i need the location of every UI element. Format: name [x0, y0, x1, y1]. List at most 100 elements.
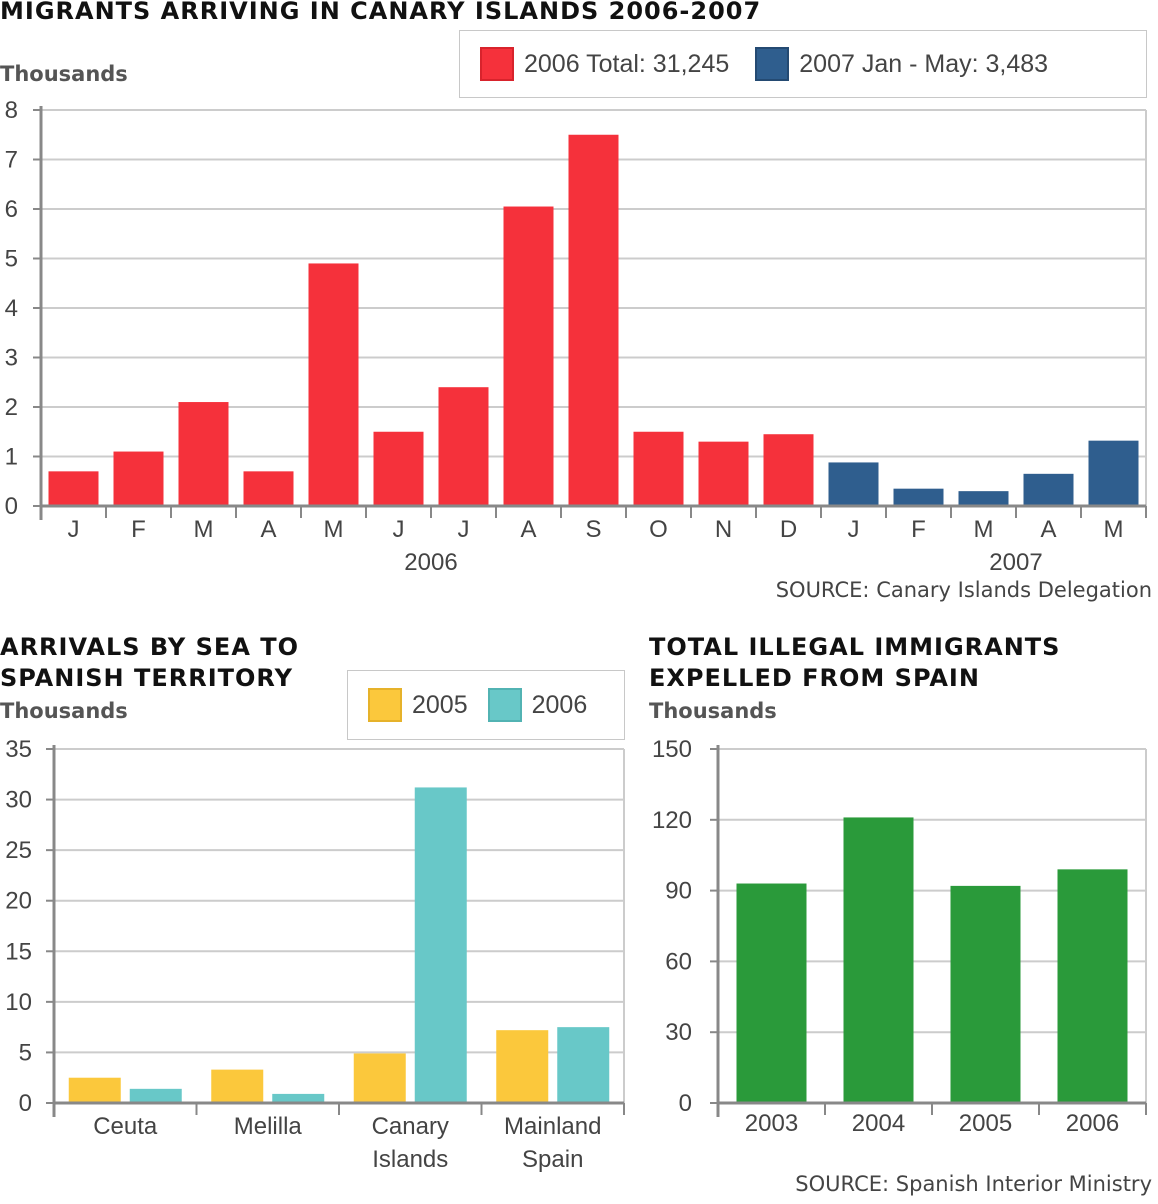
- x-tick-label: N: [715, 516, 732, 543]
- y-tick-label: 1: [5, 444, 18, 471]
- bar: [178, 402, 229, 506]
- bar: [211, 1069, 264, 1103]
- x-tick-label: 2004: [852, 1110, 905, 1137]
- x-tick-label: A: [1040, 516, 1056, 543]
- x-tick-label: F: [911, 516, 926, 543]
- x-tick-label: Melilla: [234, 1113, 303, 1140]
- y-tick-label: 15: [5, 938, 32, 965]
- x-tick-label: F: [131, 516, 146, 543]
- bar: [48, 471, 99, 506]
- x-tick-label: J: [848, 516, 860, 543]
- bar: [353, 1053, 406, 1103]
- source-label: SOURCE:: [775, 578, 870, 602]
- bar: [1023, 473, 1074, 506]
- legend-swatch-2006b: [487, 688, 522, 722]
- x-tick-label: A: [260, 516, 276, 543]
- chart2-title: ARRIVALS BY SEA TO SPANISH TERRITORY: [0, 632, 299, 694]
- chart1-units-label: Thousands: [0, 62, 128, 86]
- chart3-units-label: Thousands: [649, 699, 777, 723]
- bar: [129, 1088, 182, 1103]
- y-tick-label: 5: [19, 1039, 32, 1066]
- legend-item-2006b: 2006: [487, 688, 588, 722]
- x-tick-label: Canary: [372, 1113, 449, 1140]
- chart1-plot: 0 1 2 3 4 5 6 7 8 J F M A M J J A S O N D J F M A M 2006 2007: [5, 97, 1147, 576]
- y-tick-label: 7: [5, 147, 18, 174]
- bar: [736, 883, 807, 1103]
- chart3-title-line-1: TOTAL ILLEGAL IMMIGRANTS: [649, 633, 1061, 661]
- bar: [557, 1027, 610, 1103]
- x-tick-label: A: [520, 516, 536, 543]
- bar: [568, 134, 619, 506]
- bar: [893, 488, 944, 506]
- source-label: SOURCE:: [795, 1172, 890, 1196]
- bar: [950, 885, 1021, 1103]
- chart1-legend: 2006 Total: 31,245 2007 Jan - May: 3,483: [459, 30, 1147, 98]
- x-tick-label: M: [324, 516, 344, 543]
- x-tick-label: D: [780, 516, 797, 543]
- x-tick-label: S: [585, 516, 601, 543]
- bar: [1088, 440, 1139, 506]
- legend-label-2007: 2007 Jan - May: 3,483: [799, 49, 1049, 78]
- legend-label-2006b: 2006: [531, 690, 588, 719]
- chart2-title-line-1: ARRIVALS BY SEA TO: [0, 633, 300, 661]
- y-tick-label: 60: [665, 948, 692, 975]
- y-tick-label: 6: [5, 196, 18, 223]
- x-tick-label: M: [194, 516, 214, 543]
- legend-swatch-2007: [755, 47, 790, 81]
- legend-label-2006: 2006 Total: 31,245: [524, 49, 730, 78]
- bar: [113, 451, 164, 506]
- y-tick-label: 30: [5, 787, 32, 814]
- x-tick-label: 2003: [745, 1110, 798, 1137]
- legend-item-2006: 2006 Total: 31,245: [480, 47, 729, 81]
- y-tick-label: 150: [652, 736, 692, 763]
- legend-label-2005: 2005: [412, 690, 468, 719]
- chart3-plot: 0 30 60 90 120 150 2003 2004 2005 2006: [652, 736, 1147, 1137]
- bar: [958, 491, 1009, 506]
- y-tick-label: 25: [5, 837, 32, 864]
- bar: [373, 431, 424, 506]
- chart3-source: SOURCE: Spanish Interior Ministry: [795, 1172, 1152, 1196]
- x-tick-label: Islands: [372, 1146, 448, 1173]
- chart2-units-label: Thousands: [0, 699, 128, 723]
- y-tick-label: 90: [665, 878, 692, 905]
- y-tick-label: 120: [652, 807, 692, 834]
- source-text: Spanish Interior Ministry: [895, 1172, 1152, 1196]
- chart3-title: TOTAL ILLEGAL IMMIGRANTS EXPELLED FROM S…: [649, 632, 1060, 694]
- chart2-legend: 2005 2006: [347, 670, 625, 740]
- x-tick-label: J: [68, 516, 80, 543]
- year-label-2007: 2007: [989, 549, 1042, 576]
- bar: [503, 206, 554, 506]
- bar: [68, 1077, 121, 1103]
- y-tick-label: 0: [19, 1090, 32, 1117]
- x-tick-label: M: [1104, 516, 1124, 543]
- bar: [828, 462, 879, 506]
- x-tick-label: Mainland: [504, 1113, 601, 1140]
- x-tick-label: J: [458, 516, 470, 543]
- bar: [272, 1093, 325, 1103]
- x-tick-label: O: [649, 516, 668, 543]
- x-tick-label: 2005: [959, 1110, 1012, 1137]
- bar: [438, 387, 489, 506]
- chart1-source: SOURCE: Canary Islands Delegation: [776, 578, 1152, 602]
- bar: [414, 787, 467, 1103]
- bar: [843, 817, 914, 1103]
- bar: [496, 1030, 549, 1103]
- year-label-2006: 2006: [404, 549, 457, 576]
- chart1-title: MIGRANTS ARRIVING IN CANARY ISLANDS 2006…: [0, 0, 762, 25]
- chart2-title-line-2: SPANISH TERRITORY: [0, 664, 293, 692]
- y-tick-label: 5: [5, 246, 18, 273]
- y-tick-label: 4: [5, 295, 18, 322]
- y-tick-label: 10: [5, 989, 32, 1016]
- source-text: Canary Islands Delegation: [876, 578, 1152, 602]
- bar: [243, 471, 294, 506]
- x-tick-label: 2006: [1066, 1110, 1119, 1137]
- bar: [633, 431, 684, 506]
- y-tick-label: 8: [5, 97, 18, 124]
- legend-swatch-2006: [480, 47, 514, 81]
- y-tick-label: 30: [665, 1019, 692, 1046]
- y-tick-label: 0: [679, 1090, 692, 1117]
- chart2-plot: 0 5 10 15 20 25 30 35 Ceuta Melilla Canary Islands M…: [5, 736, 625, 1173]
- y-tick-label: 3: [5, 345, 18, 372]
- x-tick-label: Spain: [522, 1146, 583, 1173]
- y-tick-label: 2: [5, 394, 18, 421]
